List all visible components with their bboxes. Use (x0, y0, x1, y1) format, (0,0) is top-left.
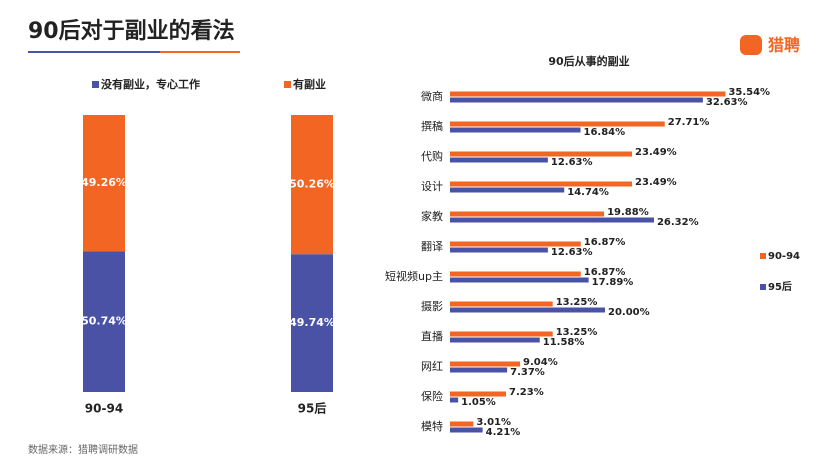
bar (450, 307, 605, 313)
logo-text: 猎聘 (768, 36, 800, 55)
value-label: 27.71% (668, 117, 710, 128)
bar-segment (83, 115, 125, 252)
bar (450, 91, 726, 97)
bar (450, 361, 521, 367)
bar (450, 241, 581, 247)
bar (450, 247, 548, 253)
value-label: 12.63% (551, 157, 593, 168)
value-label: 7.37% (510, 367, 545, 378)
value-label: 16.87% (584, 237, 626, 248)
bar-segment (291, 115, 333, 255)
value-label: 4.21% (486, 427, 521, 438)
value-label: 9.04% (523, 357, 558, 368)
value-label: 23.49% (635, 147, 677, 158)
value-label: 23.49% (635, 177, 677, 188)
value-label: 16.84% (584, 127, 626, 138)
bar (450, 211, 605, 217)
value-label: 50.26% (289, 178, 335, 191)
value-label: 32.63% (706, 97, 748, 108)
category-label: 设计 (421, 180, 443, 193)
bar (450, 217, 654, 223)
value-label: 14.74% (567, 187, 609, 198)
category-label: 95后 (298, 401, 327, 416)
value-label: 7.23% (509, 387, 544, 398)
value-label: 11.58% (543, 337, 585, 348)
bar (450, 421, 474, 427)
category-label: 翻译 (421, 239, 443, 253)
category-label: 90-94 (85, 402, 123, 416)
value-label: 17.89% (592, 277, 634, 288)
bar (450, 187, 565, 193)
value-label: 3.01% (476, 417, 511, 428)
bar (450, 271, 581, 277)
category-label: 直播 (421, 329, 443, 343)
category-label: 保险 (421, 389, 443, 403)
category-label: 短视频up主 (385, 269, 443, 283)
bar (450, 391, 507, 397)
legend-marker (760, 253, 766, 259)
value-label: 12.63% (551, 247, 593, 258)
bar (450, 121, 665, 127)
category-label: 微商 (421, 89, 443, 103)
bar (450, 97, 703, 103)
page-title: 90后对于副业的看法 (28, 18, 235, 44)
category-label: 摄影 (421, 299, 443, 313)
bar-segment (291, 254, 333, 392)
legend-label: 没有副业，专心工作 (101, 77, 200, 91)
legend-marker (92, 81, 99, 88)
value-label: 13.25% (556, 327, 598, 338)
legend-label: 有副业 (293, 77, 326, 91)
bar (450, 151, 633, 157)
category-label: 家教 (421, 209, 443, 223)
category-label: 撰稿 (421, 119, 443, 133)
value-label: 50.74% (81, 315, 127, 328)
chart-title: 90后从事的副业 (548, 54, 629, 68)
category-label: 代购 (421, 149, 443, 163)
value-label: 19.88% (607, 207, 649, 218)
value-label: 13.25% (556, 297, 598, 308)
logo-icon (740, 35, 762, 55)
value-label: 16.87% (584, 267, 626, 278)
legend-marker (284, 81, 291, 88)
bar (450, 367, 508, 373)
source-note: 数据来源：猎聘调研数据 (28, 443, 138, 456)
bar (450, 127, 581, 133)
category-label: 网红 (421, 360, 443, 373)
bar (450, 337, 540, 343)
value-label: 26.32% (657, 217, 699, 228)
bar (450, 397, 459, 403)
bar (450, 181, 633, 187)
bar (450, 277, 589, 283)
bar (450, 157, 548, 163)
bar (450, 331, 553, 337)
value-label: 49.26% (81, 176, 127, 189)
legend-label: 90-94 (768, 251, 800, 262)
value-label: 49.74% (289, 316, 335, 329)
value-label: 35.54% (728, 87, 770, 98)
legend-marker (760, 284, 766, 290)
category-label: 模特 (421, 419, 443, 433)
value-label: 20.00% (608, 307, 650, 318)
value-label: 1.05% (461, 397, 496, 408)
bar-segment (83, 251, 125, 392)
legend-label: 95后 (768, 280, 792, 293)
bar (450, 301, 553, 307)
bar (450, 427, 483, 433)
